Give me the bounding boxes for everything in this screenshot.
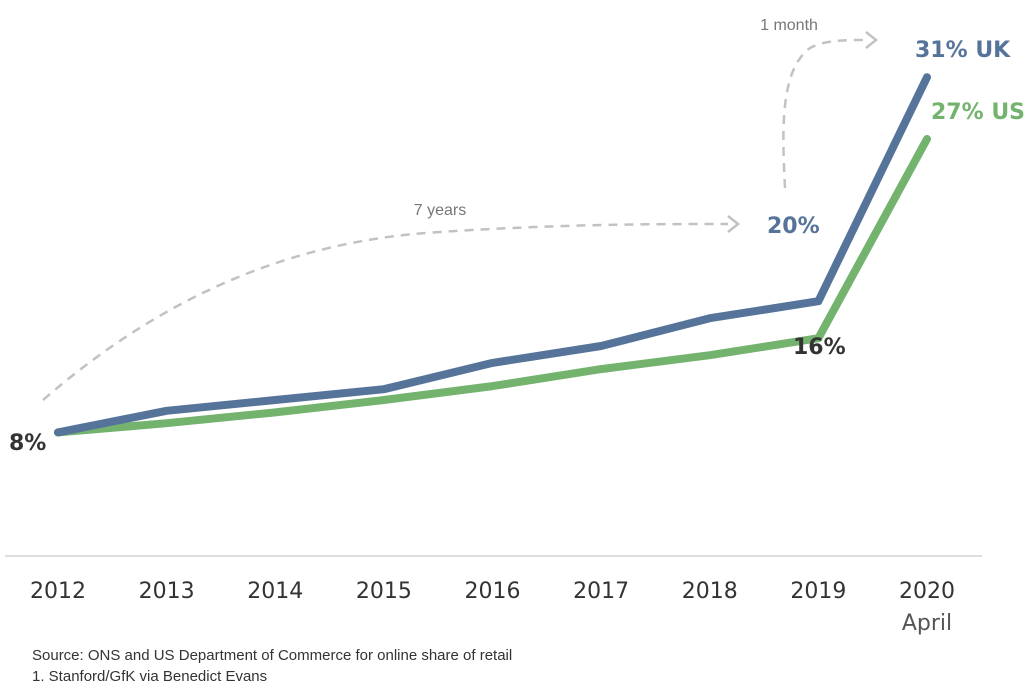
x-tick-label: 2014: [247, 579, 303, 604]
series: [54, 73, 931, 437]
uk-end-label: 31% UK: [915, 38, 1011, 63]
one-month-annotation: 1 month: [760, 17, 818, 34]
x-tick-label: 2016: [465, 579, 521, 604]
annotations: 7 years 1 month: [42, 17, 879, 401]
us-end-label: 27% US: [931, 100, 1024, 125]
series-line-uk: [54, 73, 931, 437]
x-tick-label: 2013: [139, 579, 195, 604]
x-tick-label: 2012: [30, 579, 86, 604]
seven-years-arrow: [42, 222, 729, 401]
x-tick-label: 2018: [682, 579, 738, 604]
x-axis: 2012 2013 2014 2015 2016 2017 2018 2019 2020 Apri…: [5, 555, 982, 636]
x-tick-label: 2015: [356, 579, 412, 604]
source-line: Source: ONS and US Department of Commerc…: [32, 647, 513, 664]
x-tick-label: 2019: [790, 579, 846, 604]
us-2019-label: 16%: [793, 335, 846, 360]
x-tick-label: 2017: [573, 579, 629, 604]
one-month-arrowhead: [865, 31, 879, 49]
series-line-us: [54, 135, 931, 437]
footnote-line: 1. Stanford/GfK via Benedict Evans: [32, 668, 268, 685]
x-tick-label: 2020: [899, 579, 955, 604]
x-tick-sublabel: April: [902, 611, 952, 636]
start-value-label: 8%: [9, 431, 46, 456]
seven-years-arrowhead: [727, 215, 741, 233]
data-labels: 8% 31% UK 27% US 20% 16%: [9, 38, 1024, 456]
uk-2019-label: 20%: [767, 214, 820, 239]
one-month-arrow: [782, 38, 867, 189]
source-note: Source: ONS and US Department of Commerc…: [32, 645, 512, 687]
seven-years-annotation: 7 years: [414, 202, 466, 219]
